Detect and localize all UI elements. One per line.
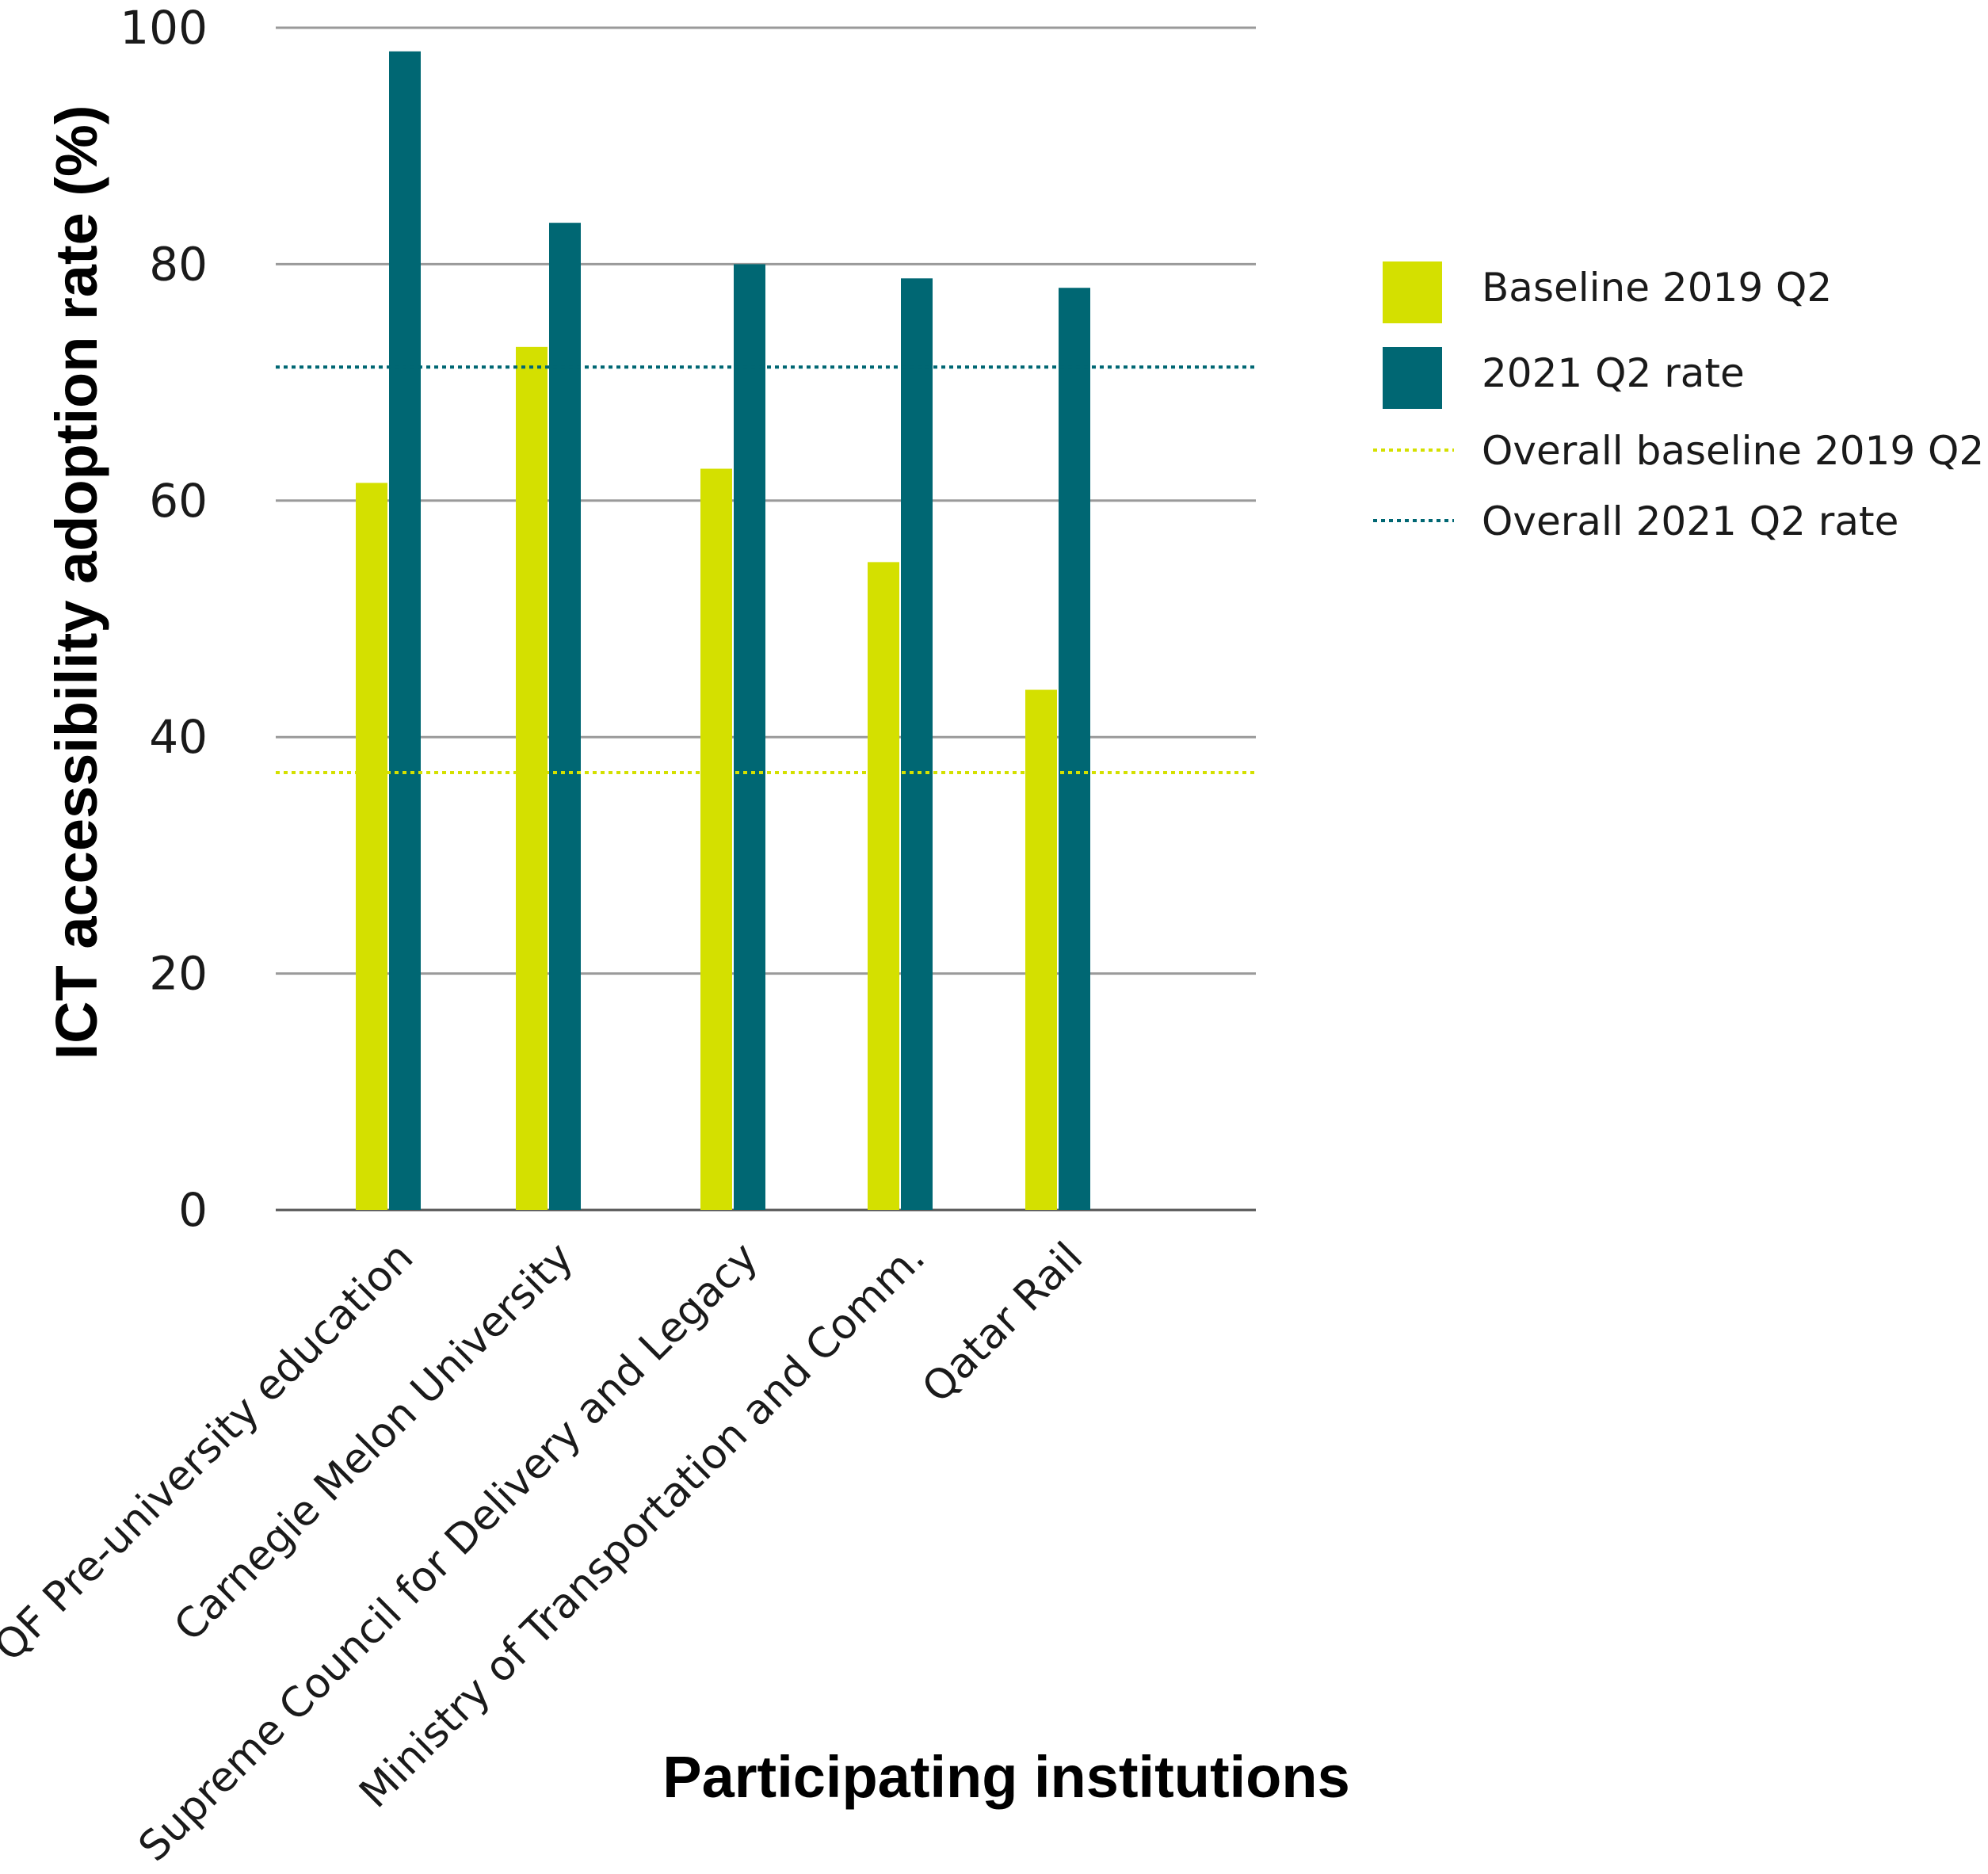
legend-swatch-rate2021 [1383,347,1442,409]
legend-label-overall-baseline: Overall baseline 2019 Q2 [1482,428,1984,474]
y-tick-label: 0 [178,1183,208,1237]
bar-rate2021-2 [734,264,765,1210]
bar-baseline-1 [516,346,548,1211]
legend-swatch-baseline [1383,261,1442,323]
y-tick-label: 20 [149,947,208,1001]
legend-label-baseline: Baseline 2019 Q2 [1482,265,1832,311]
legend-label-overall-2021: Overall 2021 Q2 rate [1482,498,1898,544]
bar-baseline-3 [868,562,899,1210]
bar-baseline-2 [700,468,732,1210]
y-tick-label: 80 [149,237,208,291]
y-tick-label: 40 [149,710,208,764]
bar-rate2021-1 [549,223,581,1211]
bar-rate2021-4 [1059,288,1090,1210]
bar-rate2021-0 [389,51,421,1211]
bar-baseline-4 [1025,689,1057,1210]
y-axis-title: ICT accessibility adoption rate (%) [44,105,109,1060]
y-tick-label: 100 [120,1,208,55]
x-tick-label: Qatar Rail [914,1234,1092,1412]
y-tick-label: 60 [149,474,208,528]
legend-label-rate2021: 2021 Q2 rate [1482,350,1745,396]
x-axis-title: Participating institutions [662,1744,1349,1810]
bar-rate2021-3 [901,278,933,1211]
x-tick-label: Ministry of Transportation and Comm. [350,1234,934,1818]
bar-baseline-0 [356,483,387,1210]
legend: Baseline 2019 Q2 2021 Q2 rate Overall base… [1373,261,1984,544]
